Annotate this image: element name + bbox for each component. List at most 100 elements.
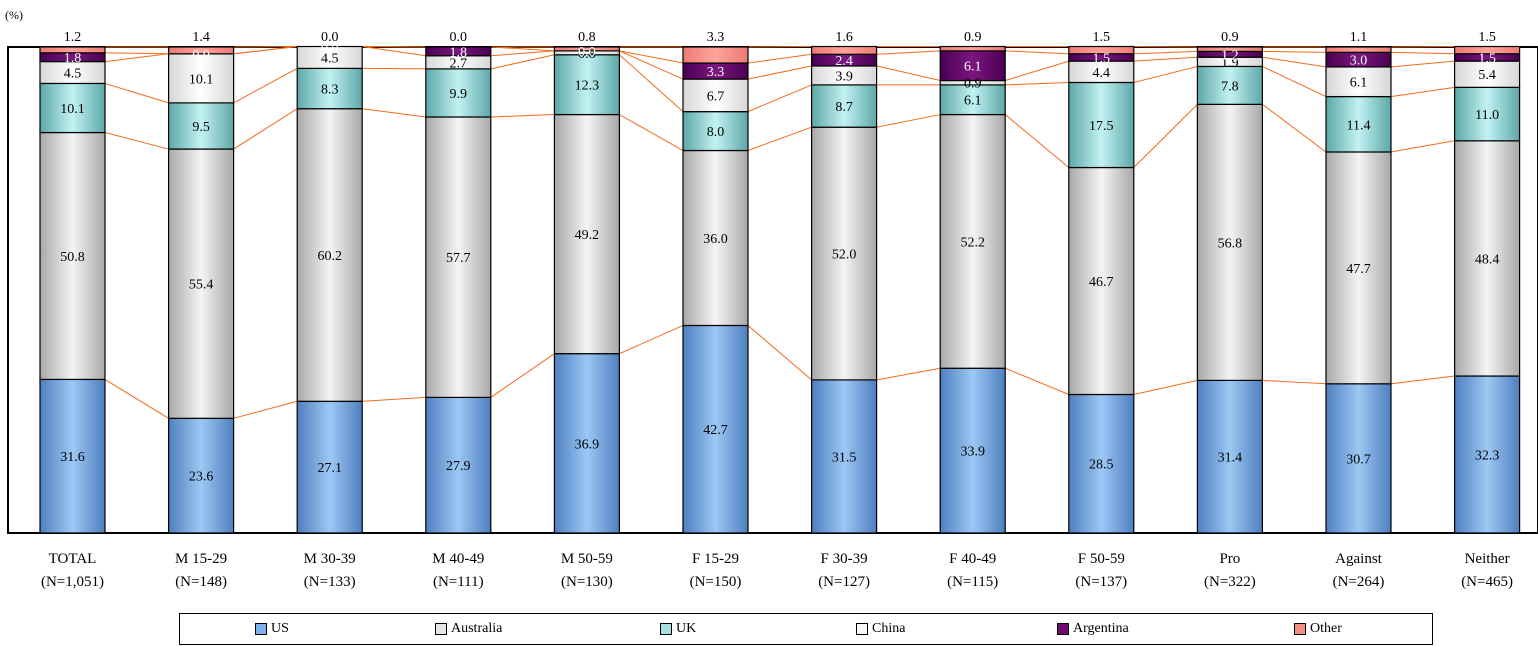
bar-segment-china-f-15-29	[682, 78, 749, 113]
connector-line	[233, 108, 298, 150]
data-label-china-pro: 1.9	[1221, 56, 1239, 71]
x-tick-label-pro: Pro	[1219, 551, 1240, 567]
bar-segment-australia-total	[39, 131, 106, 381]
data-label-argentina-f-15-29: 3.3	[707, 65, 725, 80]
legend: US Australia UK China Argentina Other	[179, 613, 1433, 645]
data-label-uk-total: 10.1	[60, 102, 85, 117]
bar-segment-other-f-15-29	[682, 46, 749, 64]
data-label-china-f-50-59: 4.4	[1093, 66, 1111, 81]
legend-item-australia: Australia	[435, 621, 502, 637]
bar-segment-australia-f-15-29	[682, 149, 749, 327]
bar-segment-us-m-50-59	[553, 353, 621, 534]
bar-segment-australia-f-30-39	[810, 126, 878, 381]
connector-line	[1262, 65, 1327, 98]
connector-line	[747, 53, 812, 64]
data-label-other-m-40-49: 0.0	[450, 30, 468, 45]
connector-line	[619, 325, 684, 355]
bar-segment-uk-m-50-59	[553, 54, 621, 116]
bar-segment-us-against	[1325, 383, 1392, 534]
data-label-uk-m-15-29: 9.5	[192, 120, 210, 135]
connector-line	[233, 67, 298, 104]
data-label-other-m-50-59: 0.8	[578, 30, 596, 45]
connector-line	[233, 46, 298, 55]
data-label-other-against: 1.1	[1350, 30, 1368, 45]
series-connector-lines	[104, 46, 1455, 419]
data-label-australia-f-15-29: 36.0	[703, 232, 728, 247]
legend-item-other: Other	[1294, 621, 1342, 637]
data-label-australia-total: 50.8	[60, 250, 85, 265]
data-label-china-neither: 5.4	[1478, 68, 1496, 83]
x-tick-label-neither: Neither	[1465, 551, 1510, 567]
bar-segment-argentina-m-40-49	[425, 46, 492, 57]
bar-segment-australia-neither	[1453, 140, 1521, 377]
data-label-china-m-15-29: 10.1	[189, 72, 214, 87]
bar-segment-us-f-15-29	[682, 324, 749, 534]
data-label-china-m-50-59: 0.8	[578, 47, 596, 62]
data-label-us-against: 30.7	[1346, 452, 1371, 467]
data-label-us-m-15-29: 23.6	[189, 470, 214, 485]
data-label-uk-f-40-49: 6.1	[964, 94, 982, 109]
connector-line	[747, 65, 812, 80]
bar-segment-us-f-50-59	[1068, 393, 1135, 534]
data-label-uk-neither: 11.0	[1475, 108, 1499, 123]
x-tick-label-m-30-39: M 30-39	[304, 551, 356, 567]
bar-segment-australia-pro	[1196, 103, 1264, 381]
legend-swatch-other	[1294, 623, 1306, 635]
data-label-other-total: 1.2	[64, 30, 82, 45]
x-tick-sample-size-pro: (N=322)	[1204, 574, 1256, 590]
bar-segment-other-f-50-59	[1068, 45, 1135, 55]
bar-segment-uk-against	[1325, 95, 1392, 153]
legend-label-us: US	[271, 621, 289, 636]
connector-line	[490, 114, 555, 118]
legend-swatch-australia	[435, 623, 447, 635]
legend-item-uk: UK	[660, 621, 696, 637]
x-tick-sample-size-f-30-39: (N=127)	[818, 574, 870, 590]
connector-line	[362, 46, 426, 57]
bar-segment-australia-m-40-49	[425, 116, 492, 399]
x-tick-sample-size-m-30-39: (N=133)	[304, 574, 356, 590]
connector-line	[1133, 103, 1198, 168]
connector-line	[747, 126, 812, 151]
legend-swatch-uk	[660, 623, 672, 635]
data-label-australia-m-40-49: 57.7	[446, 251, 471, 266]
stacked-bar-chart: (%) 31.650.810.14.51.81.223.655.49.510.1…	[5, 8, 1538, 590]
bar-segment-china-against	[1325, 66, 1392, 98]
data-label-china-f-30-39: 3.9	[835, 69, 853, 84]
data-label-us-f-40-49: 33.9	[960, 445, 985, 460]
data-label-argentina-f-50-59: 1.5	[1093, 51, 1111, 66]
bar-segment-us-m-15-29	[168, 417, 235, 534]
bar-segment-uk-f-15-29	[682, 111, 749, 152]
data-label-uk-f-15-29: 8.0	[707, 125, 725, 140]
connector-line	[490, 50, 555, 57]
bar-segment-other-m-50-59	[553, 46, 621, 52]
data-label-argentina-f-30-39: 2.4	[835, 54, 853, 69]
connector-line	[1133, 65, 1198, 83]
bar-segment-us-f-30-39	[810, 379, 878, 534]
connector-line	[104, 378, 169, 419]
connector-line	[1390, 60, 1455, 68]
connector-line	[1004, 114, 1070, 168]
bar-segment-uk-m-40-49	[425, 68, 492, 118]
plot-area-frame	[7, 46, 1538, 534]
data-label-other-m-15-29: 1.4	[192, 30, 210, 45]
data-label-australia-pro: 56.8	[1218, 236, 1243, 251]
legend-item-us: US	[255, 621, 289, 637]
legend-label-australia: Australia	[451, 621, 503, 636]
x-tick-label-f-40-49: F 40-49	[949, 551, 996, 567]
data-label-us-m-30-39: 27.1	[317, 461, 342, 476]
connector-line	[104, 82, 169, 104]
data-label-australia-f-30-39: 52.0	[832, 248, 857, 263]
connector-line	[490, 46, 555, 52]
x-tick-label-m-50-59: M 50-59	[561, 551, 613, 567]
bar-segment-us-pro	[1196, 379, 1264, 534]
legend-label-uk: UK	[676, 621, 697, 636]
data-label-china-total: 4.5	[64, 67, 82, 82]
bar-segment-other-against	[1325, 46, 1392, 53]
data-label-us-neither: 32.3	[1475, 449, 1500, 464]
bar-segment-other-pro	[1196, 46, 1264, 52]
x-tick-sample-size-m-50-59: (N=130)	[561, 574, 613, 590]
x-tick-label-f-30-39: F 30-39	[821, 551, 868, 567]
unit-label: (%)	[5, 8, 23, 22]
connector-line	[876, 367, 941, 381]
data-label-argentina-m-30-39: 0.0	[321, 41, 339, 56]
